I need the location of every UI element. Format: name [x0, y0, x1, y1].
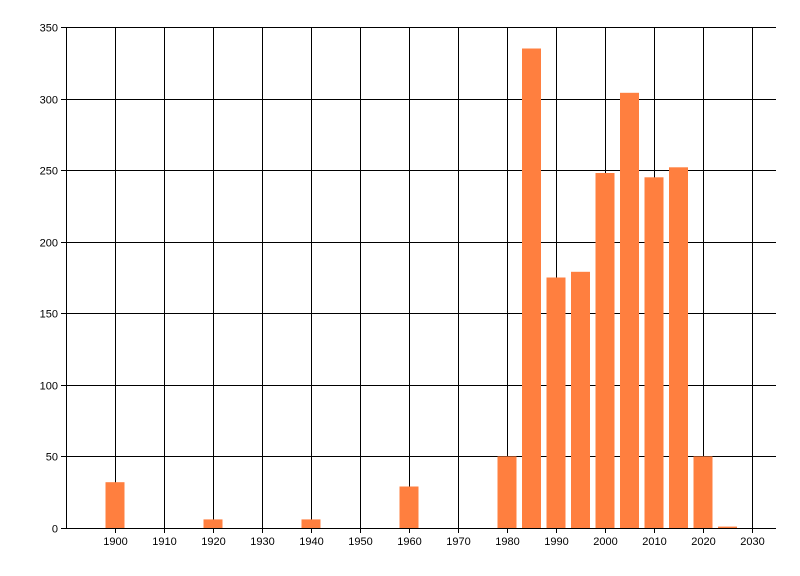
y-tick-label: 250: [40, 166, 58, 178]
x-tick-label: 1920: [201, 536, 225, 548]
bar-2010: [644, 177, 664, 529]
x-tick-label: 2030: [740, 536, 764, 548]
bar-2005: [620, 92, 639, 529]
bar-1940: [301, 519, 321, 528]
bar-2015: [669, 167, 688, 529]
x-tick-label: 1910: [152, 536, 176, 548]
bar-2025: [718, 526, 737, 528]
x-tick-label: 1900: [103, 536, 127, 548]
bar-1990: [546, 277, 566, 528]
x-tick-label: 1970: [446, 536, 470, 548]
y-tick-labels: 0 50 100 150 200 250 300 350: [40, 23, 58, 536]
x-tick-label: 1940: [299, 536, 323, 548]
bar-1985: [522, 48, 541, 528]
bar-2000: [595, 173, 615, 528]
bars: [105, 48, 737, 529]
x-tick-label: 1960: [397, 536, 421, 548]
y-tick-label: 150: [40, 309, 58, 321]
x-tick-label: 1990: [544, 536, 568, 548]
x-tick-label: 2020: [691, 536, 715, 548]
x-tick-label: 1950: [348, 536, 372, 548]
bar-1995: [571, 271, 590, 528]
bar-1900: [105, 482, 125, 528]
y-tick-label: 200: [40, 238, 58, 250]
bar-1980: [497, 456, 517, 528]
y-tick-label: 50: [46, 452, 58, 464]
x-tick-label: 1980: [495, 536, 519, 548]
x-tick-labels: 1900 1910 1920 1930 1940 1950 1960 1970 1980 1990…: [103, 536, 764, 548]
y-tick-label: 300: [40, 95, 58, 107]
y-tick-label: 100: [40, 381, 58, 393]
x-tick-label: 2000: [593, 536, 617, 548]
bar-2020: [693, 456, 713, 528]
bar-1920: [203, 519, 223, 528]
x-tick-label: 2010: [642, 536, 666, 548]
axes: [61, 27, 776, 533]
x-tick-label: 1930: [250, 536, 274, 548]
y-tick-label: 350: [40, 23, 58, 35]
y-tick-label: 0: [52, 524, 58, 536]
bar-1960: [399, 486, 419, 528]
